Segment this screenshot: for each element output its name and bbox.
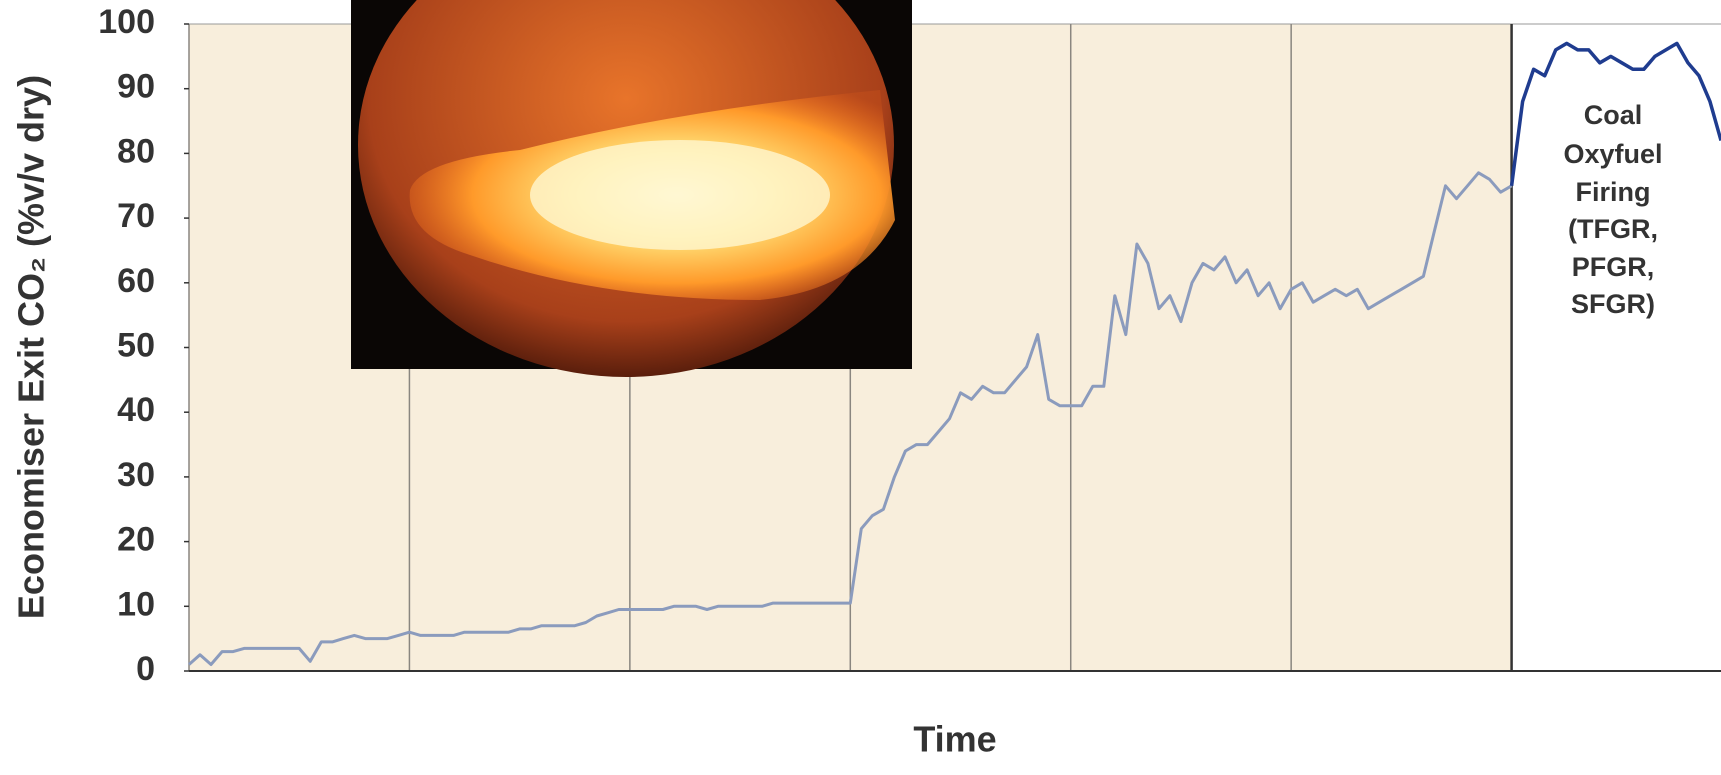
annotation-line: Oxyfuel xyxy=(1563,139,1662,169)
y-tick-label: 50 xyxy=(117,326,155,364)
chart: 0 10 20 30 40 50 60 70 80 90 100 Economiser Exit C… xyxy=(0,0,1721,775)
y-tick-label: 80 xyxy=(117,132,155,170)
y-tick-label: 20 xyxy=(117,521,155,559)
y-tick-label: 40 xyxy=(117,391,155,429)
y-tick-label: 90 xyxy=(117,68,155,106)
y-tick-label: 100 xyxy=(98,3,155,41)
y-tick-label: 10 xyxy=(117,585,155,623)
annotation-line: Firing xyxy=(1576,177,1651,207)
flame-photo xyxy=(351,0,912,377)
annotation-line: PFGR, xyxy=(1572,252,1655,282)
y-tick-label: 60 xyxy=(117,262,155,300)
y-axis-label: Economiser Exit CO₂ (%v/v dry) xyxy=(11,75,52,619)
x-axis-label: Time xyxy=(913,719,996,760)
y-tick-label: 0 xyxy=(136,650,155,688)
annotation-line: SFGR) xyxy=(1571,289,1655,319)
y-tick-label: 30 xyxy=(117,456,155,494)
annotation-line: (TFGR, xyxy=(1568,214,1658,244)
y-tick-label: 70 xyxy=(117,197,155,235)
annotation-line: Coal xyxy=(1584,100,1643,130)
